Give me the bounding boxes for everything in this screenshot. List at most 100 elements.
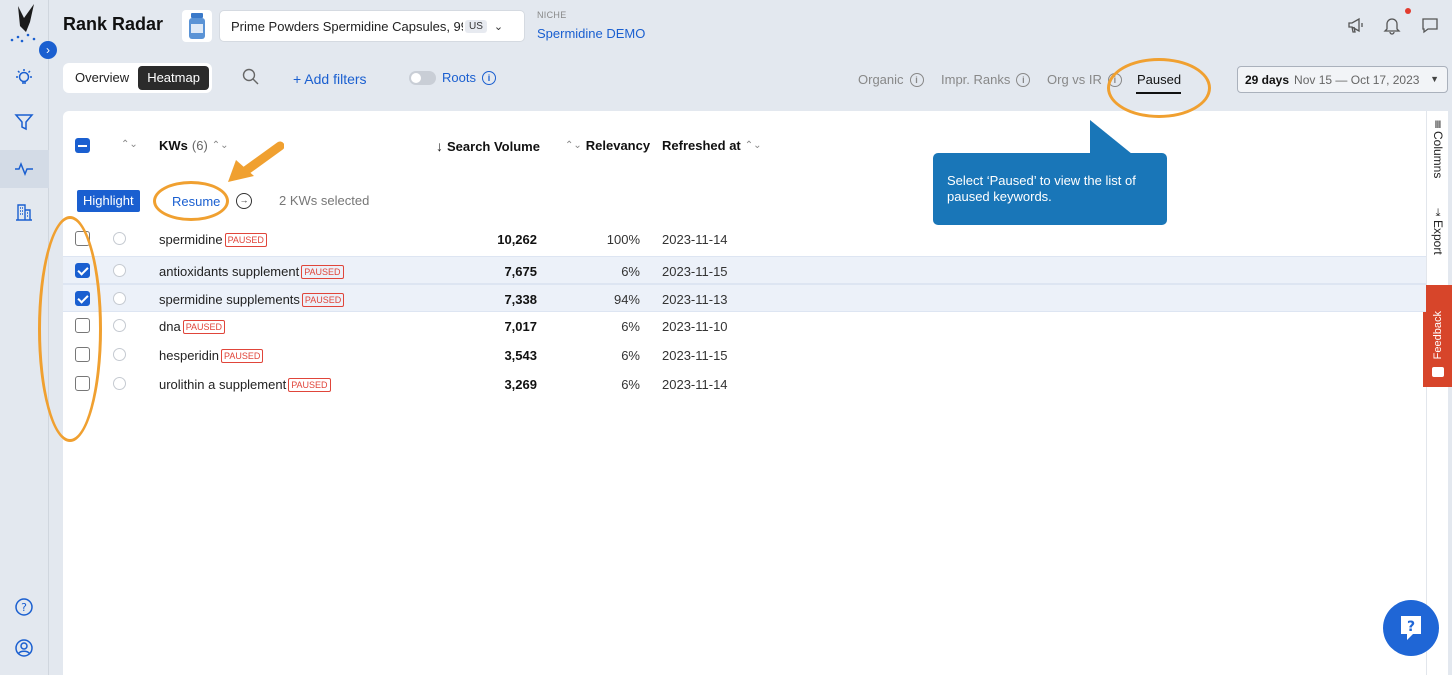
row-radio[interactable] <box>113 264 126 277</box>
sort-icon: ⌃⌄ <box>211 140 229 151</box>
chat-icon[interactable] <box>1418 13 1442 37</box>
info-icon[interactable]: i <box>909 72 924 87</box>
app-logo[interactable] <box>8 4 42 44</box>
table-row[interactable]: antioxidants supplement PAUSED 7,675 6% 2023… <box>63 256 1426 284</box>
support-chat-button[interactable]: ? <box>1383 600 1439 656</box>
keyword-cell: dna PAUSED <box>159 319 226 334</box>
refreshed-at-cell: 2023-11-14 <box>662 232 728 247</box>
niche-label: NICHE <box>537 10 567 20</box>
niche-link[interactable]: Spermidine DEMO <box>537 26 646 41</box>
tab-impr-ranks-label: Impr. Ranks <box>941 72 1011 87</box>
keyword-cell: antioxidants supplement PAUSED <box>159 264 344 279</box>
sort-icon: ⌃⌄ <box>744 140 762 151</box>
tab-organic[interactable]: Organic i <box>858 72 924 87</box>
paused-badge: PAUSED <box>221 349 264 363</box>
row-radio[interactable] <box>113 348 126 361</box>
tab-org-vs-ir-label: Org vs IR <box>1047 72 1102 87</box>
feedback-label: Feedback <box>1431 310 1444 359</box>
keywords-table-card <box>63 111 1448 675</box>
table-row[interactable]: dna PAUSED 7,017 6% 2023-11-10 <box>63 312 1426 340</box>
header-refreshed-at[interactable]: Refreshed at ⌃⌄ <box>662 138 762 153</box>
megaphone-icon[interactable] <box>1344 13 1368 37</box>
refreshed-at-cell: 2023-11-15 <box>662 264 728 279</box>
tab-overview[interactable]: Overview <box>75 70 130 85</box>
sort-icon[interactable]: ⌃⌄ <box>121 139 138 150</box>
paused-badge: PAUSED <box>182 320 226 334</box>
keyword-text: urolithin a supplement <box>159 377 287 392</box>
table-row[interactable]: spermidine PAUSED 10,262 100% 2023-11-14 <box>63 225 1426 253</box>
app-title: Rank Radar <box>63 14 164 34</box>
paused-badge: PAUSED <box>224 233 267 247</box>
info-icon[interactable]: i <box>481 70 496 85</box>
bell-icon[interactable] <box>1380 13 1404 37</box>
keyword-cell: spermidine supplements PAUSED <box>159 292 345 307</box>
header-kws[interactable]: KWs (6) ⌃⌄ <box>159 138 229 153</box>
arrow-down-icon: ↓ <box>436 138 443 154</box>
user-icon[interactable] <box>12 636 36 660</box>
tab-heatmap[interactable]: Heatmap <box>138 66 209 90</box>
header-search-volume-label: Search Volume <box>447 138 540 154</box>
date-range-selector[interactable]: 29 days Nov 15 — Oct 17, 2023 ▼ <box>1237 66 1448 93</box>
clear-selection-icon[interactable]: → <box>236 193 252 209</box>
export-button[interactable]: ⤓ Export <box>1428 207 1448 255</box>
paused-badge: PAUSED <box>288 378 331 392</box>
refreshed-at-cell: 2023-11-10 <box>662 319 728 334</box>
roots-toggle[interactable] <box>409 70 436 85</box>
product-name: Prime Powders Spermidine Capsules, 99 <box>231 18 463 34</box>
columns-icon: Ⅲ <box>1434 120 1442 131</box>
header-search-volume[interactable]: ↓ Search Volume <box>436 138 540 154</box>
header-kws-label: KWs <box>159 138 188 153</box>
product-thumbnail <box>182 10 212 42</box>
chevron-down-icon: ⌄ <box>493 20 504 33</box>
export-label: Export <box>1431 220 1445 255</box>
feedback-icon <box>1431 367 1444 377</box>
table-row[interactable]: spermidine supplements PAUSED 7,338 94% 2023… <box>63 284 1426 312</box>
table-side-rail <box>1426 111 1448 675</box>
roots-label: Roots <box>442 70 476 85</box>
sidebar-active-highlight <box>0 150 49 188</box>
row-radio[interactable] <box>113 232 126 245</box>
notification-dot <box>1405 8 1411 14</box>
tooltip-tail <box>1090 120 1132 154</box>
columns-label: Columns <box>1431 131 1445 179</box>
search-volume-cell: 3,543 <box>504 348 537 363</box>
marketplace-badge: US <box>465 19 487 33</box>
add-filters-button[interactable]: + Add filters <box>293 71 367 87</box>
svg-text:?: ? <box>21 601 27 614</box>
tab-impr-ranks[interactable]: Impr. Ranks i <box>941 72 1031 87</box>
info-icon[interactable]: i <box>1016 72 1031 87</box>
table-row[interactable]: urolithin a supplement PAUSED 3,269 6% 2023-… <box>63 370 1426 398</box>
keyword-text: spermidine <box>159 232 223 247</box>
row-radio[interactable] <box>113 377 126 390</box>
search-icon[interactable] <box>240 66 262 88</box>
columns-button[interactable]: Ⅲ Columns <box>1428 120 1448 178</box>
date-range-dates: Nov 15 — Oct 17, 2023 <box>1294 72 1420 87</box>
product-selector[interactable]: Prime Powders Spermidine Capsules, 99 US… <box>219 10 525 42</box>
help-icon[interactable]: ? <box>12 595 36 619</box>
search-volume-cell: 3,269 <box>504 377 537 392</box>
refreshed-at-cell: 2023-11-15 <box>662 348 728 363</box>
sort-icon: ⌃⌄ <box>565 140 582 151</box>
highlight-button[interactable]: Highlight <box>77 190 140 212</box>
sidebar-expand-button[interactable]: › <box>39 41 57 59</box>
tab-organic-label: Organic <box>858 72 904 87</box>
keyword-text: hesperidin <box>159 348 219 363</box>
header-relevancy[interactable]: ⌃⌄ Relevancy <box>565 138 650 153</box>
filter-icon[interactable] <box>12 110 36 134</box>
row-radio[interactable] <box>113 319 126 332</box>
keyword-text: dna <box>159 319 181 334</box>
caret-down-icon: ▼ <box>1430 74 1439 84</box>
selected-count: 2 KWs selected <box>279 193 370 208</box>
select-all-checkbox[interactable] <box>75 138 90 153</box>
paused-tooltip: Select ‘Paused’ to view the list of paus… <box>933 153 1167 225</box>
download-icon: ⤓ <box>1435 207 1441 219</box>
row-radio[interactable] <box>113 292 126 305</box>
pulse-icon[interactable] <box>12 157 36 181</box>
feedback-button[interactable]: Feedback <box>1423 285 1452 387</box>
building-icon[interactable] <box>12 200 36 224</box>
svg-text:?: ? <box>1407 619 1415 635</box>
keyword-text: antioxidants supplement <box>159 264 300 279</box>
table-row[interactable]: hesperidin PAUSED 3,543 6% 2023-11-15 <box>63 341 1426 369</box>
lightbulb-icon[interactable] <box>12 66 36 90</box>
kws-count: (6) <box>191 138 208 153</box>
